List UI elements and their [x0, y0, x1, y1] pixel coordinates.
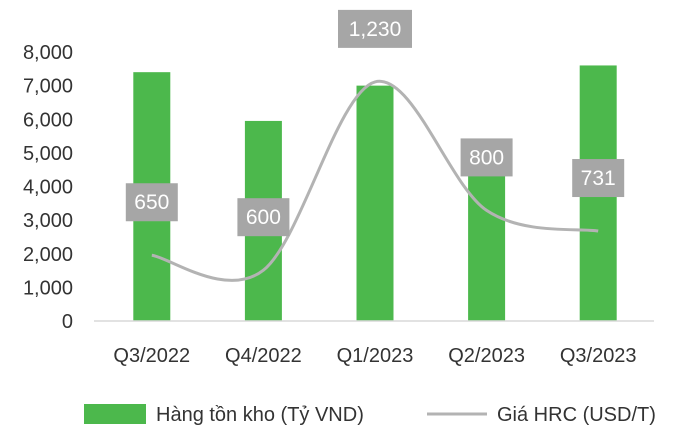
data-label-box	[237, 198, 290, 237]
x-tick-label: Q3/2022	[113, 345, 190, 367]
data-label-value: 650	[134, 191, 169, 214]
data-label-value: 600	[246, 206, 281, 229]
data-label: 1,230	[338, 9, 412, 48]
y-tick-label: 0	[62, 311, 73, 333]
data-label: 731	[572, 159, 625, 198]
bar-series	[133, 65, 617, 322]
data-label: 650	[125, 183, 178, 222]
legend-bar-swatch	[84, 404, 146, 424]
x-tick-label: Q1/2023	[337, 345, 414, 367]
data-label-value: 731	[581, 167, 616, 190]
data-label-box	[572, 159, 625, 198]
y-axis-tick-labels: 0 1,000 2,000 3,000 4,000 5,000 6,000 7,000 8,00…	[23, 42, 73, 333]
x-tick-label: Q4/2022	[225, 345, 302, 367]
price-line	[151, 79, 599, 282]
x-tick-label: Q2/2023	[448, 345, 525, 367]
data-label-value: 800	[469, 146, 504, 169]
data-label-box	[460, 138, 513, 177]
line-data-labels: 650 600 1,230 800 731	[125, 9, 625, 237]
legend: Hàng tồn kho (Tỷ VND) Giá HRC (USD/T)	[84, 404, 656, 426]
y-tick-label: 3,000	[23, 210, 73, 232]
y-tick-label: 4,000	[23, 177, 73, 199]
data-label-value: 1,230	[349, 18, 402, 41]
y-tick-label: 6,000	[23, 109, 73, 131]
y-tick-label: 5,000	[23, 143, 73, 165]
y-tick-label: 1,000	[23, 277, 73, 299]
bar	[356, 85, 394, 321]
y-tick-label: 8,000	[23, 42, 73, 64]
legend-bar-label: Hàng tồn kho (Tỷ VND)	[156, 404, 364, 426]
data-label-box	[125, 183, 178, 222]
data-label-box	[338, 9, 412, 48]
y-tick-label: 7,000	[23, 76, 73, 98]
data-label: 600	[237, 198, 290, 237]
x-axis-tick-labels: Q3/2022 Q4/2022 Q1/2023 Q2/2023 Q3/2023	[113, 345, 636, 367]
x-tick-label: Q3/2023	[560, 345, 637, 367]
legend-line-label: Giá HRC (USD/T)	[497, 404, 656, 426]
data-label: 800	[460, 138, 513, 177]
y-tick-label: 2,000	[23, 244, 73, 266]
